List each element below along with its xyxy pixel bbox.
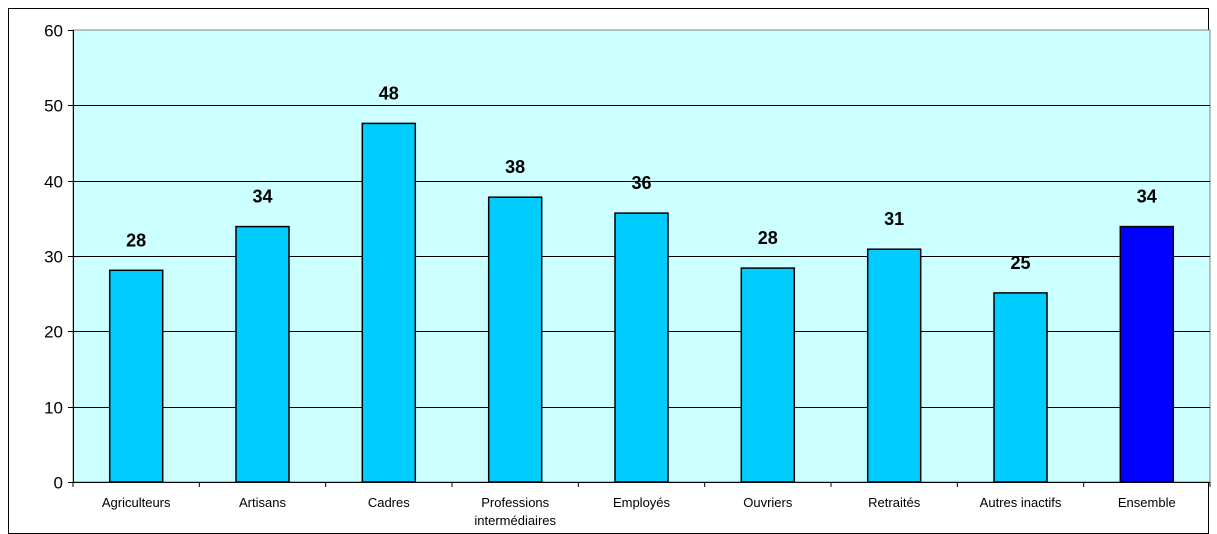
x-category-label-2: Cadres <box>368 495 410 510</box>
y-tick-label: 10 <box>44 399 63 418</box>
x-category-label-0: Agriculteurs <box>102 495 171 510</box>
data-label-5: 28 <box>758 228 778 248</box>
bar-5 <box>740 267 796 483</box>
bar-4 <box>614 212 669 483</box>
y-tick-label: 50 <box>44 97 63 116</box>
y-tick-label: 60 <box>44 22 63 41</box>
x-category-label-3: Professions intermédiaires <box>474 495 556 528</box>
bar-0 <box>108 269 164 483</box>
bar-6 <box>866 248 922 483</box>
data-label-7: 25 <box>1010 253 1030 273</box>
x-category-label-1: Artisans <box>239 495 286 510</box>
x-category-label-4: Employés <box>613 495 671 510</box>
bar-3 <box>487 196 543 483</box>
x-category-label-8: Ensemble <box>1118 495 1176 510</box>
bar-2 <box>361 122 417 483</box>
data-label-6: 31 <box>884 209 904 229</box>
data-label-0: 28 <box>126 230 146 250</box>
x-category-label-5: Ouvriers <box>743 495 793 510</box>
y-tick-label: 0 <box>54 474 63 493</box>
data-label-2: 48 <box>379 83 399 103</box>
data-labels: 28 34 48 38 36 28 31 25 34 <box>126 83 1157 273</box>
y-tick-label: 20 <box>44 323 63 342</box>
y-tick-label: 30 <box>44 248 63 267</box>
x-axis: Agriculteurs Artisans Cadres Professions int… <box>72 482 1211 528</box>
data-label-8: 34 <box>1137 187 1157 207</box>
bars <box>108 122 1175 483</box>
bar-7 <box>993 292 1048 483</box>
bar-8 <box>1119 225 1175 483</box>
data-label-1: 34 <box>252 187 272 207</box>
bar-1 <box>235 225 290 483</box>
data-label-4: 36 <box>631 173 651 193</box>
x-category-label-6: Retraités <box>868 495 921 510</box>
data-label-3: 38 <box>505 157 525 177</box>
y-axis: 0 10 20 30 40 50 60 <box>44 22 74 493</box>
y-tick-label: 40 <box>44 173 63 192</box>
x-category-label-7: Autres inactifs <box>980 495 1062 510</box>
